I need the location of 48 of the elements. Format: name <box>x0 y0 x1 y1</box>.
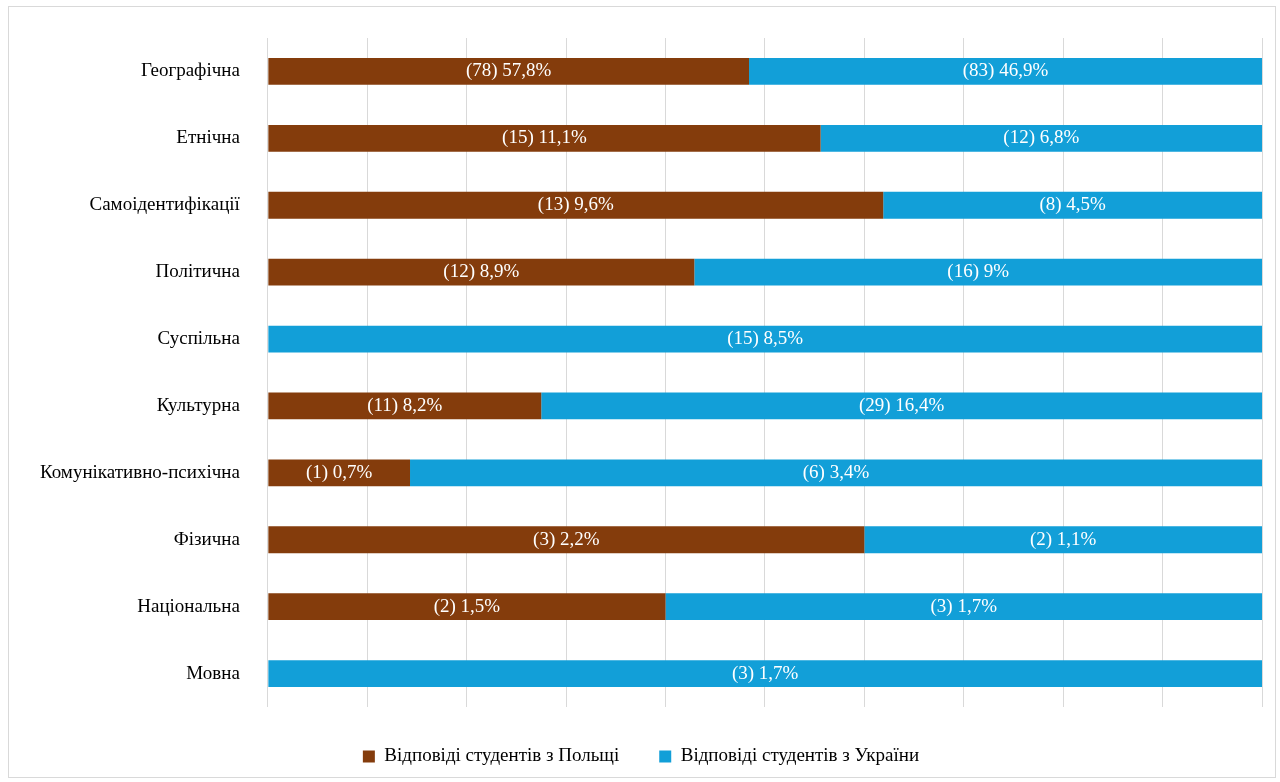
bar <box>268 58 750 85</box>
bar <box>694 258 1262 286</box>
bar <box>268 593 666 621</box>
annotation: (12) 8,9% <box>443 260 520 283</box>
y-tick-label: Політична <box>155 260 241 282</box>
annotation: (3) 1,7% <box>731 661 799 684</box>
y-tick-label: Культурна <box>156 393 241 415</box>
y-tick-label: Національна <box>137 594 241 616</box>
legend-label: Відповіді студентів з України <box>680 744 920 766</box>
bar <box>820 124 1262 152</box>
bar <box>268 124 821 152</box>
bar <box>749 58 1262 85</box>
bar <box>541 392 1262 420</box>
bar <box>268 392 542 420</box>
annotation: (8) 4,5% <box>1039 193 1107 216</box>
annotation: (6) 3,4% <box>802 460 870 483</box>
annotation: (2) 1,5% <box>433 594 501 617</box>
y-tick-label: Комунікативно-психічна <box>39 460 241 482</box>
bar <box>268 325 1262 353</box>
bar <box>410 459 1262 487</box>
bar <box>665 593 1262 621</box>
annotation: (3) 1,7% <box>930 594 998 617</box>
annotation: (13) 9,6% <box>537 193 614 216</box>
bar <box>268 258 695 286</box>
annotation: (78) 57,8% <box>465 59 552 82</box>
annotation: (15) 8,5% <box>727 327 804 350</box>
bar <box>883 191 1262 219</box>
annotation: (29) 16,4% <box>858 393 945 416</box>
annotation: (2) 1,1% <box>1029 527 1097 550</box>
y-tick-label: Мовна <box>186 661 241 683</box>
bar <box>864 526 1262 554</box>
annotation: (83) 46,9% <box>962 59 1049 82</box>
annotation: (15) 11,1% <box>502 126 588 149</box>
y-tick-label: Суспільна <box>157 327 241 349</box>
annotation: (11) 8,2% <box>367 393 443 416</box>
bar <box>268 660 1262 687</box>
y-tick-label: Фізична <box>173 527 241 549</box>
annotation: (12) 6,8% <box>1003 126 1080 149</box>
bar <box>268 459 411 487</box>
bar <box>268 526 865 554</box>
y-tick-label: Етнічна <box>176 126 241 148</box>
annotation: (3) 2,2% <box>533 527 600 550</box>
annotation: (16) 9% <box>947 260 1010 283</box>
y-tick-label: Самоідентифікації <box>89 193 241 215</box>
y-tick-label: Географічна <box>140 59 241 81</box>
bar <box>268 191 884 219</box>
legend-label: Відповіді студентів з Польщі <box>384 744 620 766</box>
annotation: (1) 0,7% <box>305 460 373 483</box>
